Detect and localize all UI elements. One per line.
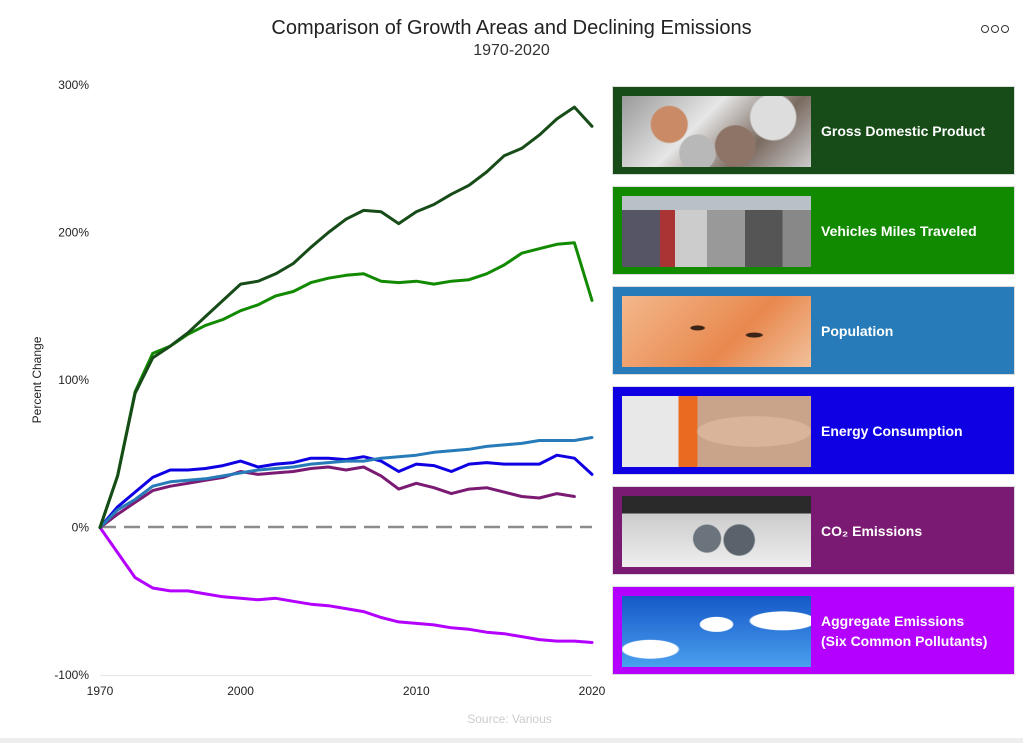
coins-image [622,96,811,167]
series-line-gross-domestic-product[interactable] [98,105,594,529]
x-tick-label: 2010 [403,684,430,698]
source-text: Source: Various [467,712,552,726]
y-axis-title: Percent Change [30,336,44,423]
legend-label-line1: Aggregate Emissions [821,612,965,629]
y-tick-label: 200% [58,226,89,240]
legend-item-gdp[interactable]: Gross Domestic Product [612,86,1015,175]
x-tick-label: 2020 [579,684,606,698]
chart-title: Comparison of Growth Areas and Declining… [271,17,752,39]
legend-label: Population [821,322,894,339]
ellipsis-icon [991,25,999,33]
series-line-co-emissions[interactable] [98,465,576,529]
legend-label: Vehicles Miles Traveled [821,222,977,239]
series-line-energy-consumption[interactable] [98,453,594,529]
y-tick-label: 100% [58,373,89,387]
legend-item-population[interactable]: Population [612,286,1015,375]
smokestacks-image [622,596,811,667]
legend-label: Energy Consumption [821,422,963,439]
series-line-aggregate-emissions-six-common-pollutants-[interactable] [98,526,594,644]
legend-item-energy[interactable]: Energy Consumption [612,386,1015,475]
legend-item-vmt[interactable]: Vehicles Miles Traveled [612,186,1015,275]
legend-label: Aggregate Emissions (Six Common Pollutan… [821,587,987,674]
legend: Gross Domestic Product Vehicles Miles Tr… [612,86,1015,686]
legend-label: CO₂ Emissions [821,522,923,539]
ellipsis-icon [981,25,989,33]
chart-menu-button[interactable] [978,18,1012,40]
legend-label: Gross Domestic Product [821,122,986,139]
exhaust-image [622,496,811,567]
line-chart: Percent Change -100% 0% 100% 200% 300% 1970 2… [30,78,606,698]
y-tick-label: 300% [58,78,89,92]
legend-label-line2: (Six Common Pollutants) [821,632,988,649]
legend-item-co2[interactable]: CO₂ Emissions [612,486,1015,575]
ellipsis-icon [1001,25,1009,33]
traffic-image [622,196,811,267]
bottom-scroll-area [0,738,1023,743]
x-tick-label: 2000 [227,684,254,698]
plug-image [622,396,811,467]
chart-subtitle: 1970-2020 [473,42,550,59]
series-line-population[interactable] [98,436,594,529]
y-tick-label: 0% [72,521,90,535]
source-credit: Source: Various [0,712,1023,726]
baby-image [622,296,811,367]
legend-item-aggregate-emissions[interactable]: Aggregate Emissions (Six Common Pollutan… [612,586,1015,675]
x-tick-label: 1970 [87,684,114,698]
y-tick-label: -100% [54,668,89,682]
